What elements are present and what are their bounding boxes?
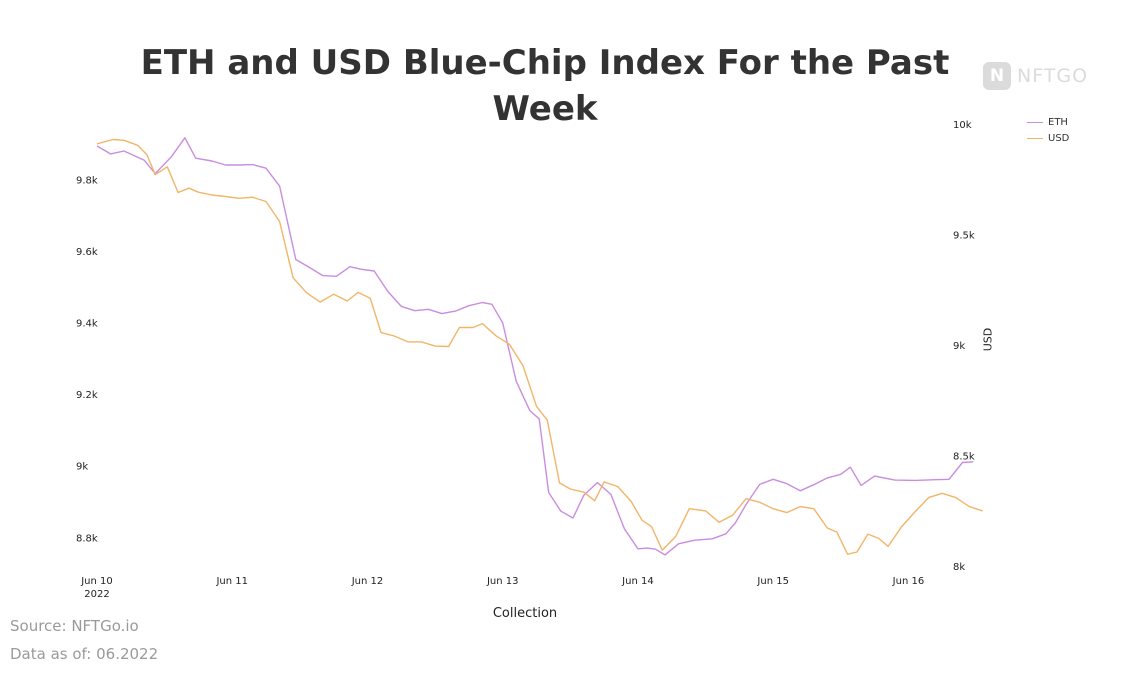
y-tick-label-left: 9.6k — [76, 247, 98, 258]
x-axis: Jun 10 2022 Jun 11 Jun 12 Jun 13 Jun 14 Jun 15… — [80, 576, 924, 600]
legend-swatch-usd — [1027, 137, 1043, 139]
y-tick-label-left: 8.8k — [76, 533, 98, 544]
x-axis-title: Collection — [492, 606, 558, 621]
legend-label-usd: USD — [1048, 132, 1070, 144]
legend-swatch-eth — [1027, 121, 1043, 123]
watermark-text: NFTGO — [1017, 65, 1089, 87]
nftgo-logo-icon: N — [983, 62, 1011, 90]
y-tick-label-left: 9k — [76, 462, 88, 473]
y-tick-label-left: 9.4k — [76, 319, 98, 330]
x-tick-label: Jun 10 2022 — [80, 576, 113, 600]
x-tick-label: Jun 14 — [621, 576, 654, 587]
y-tick-label-right: 9k — [953, 341, 965, 352]
y-axis-left: 9.8k 9.6k 9.4k 9.2k 9k 8.8k — [76, 175, 98, 544]
y-tick-label-right: 8.5k — [953, 452, 975, 463]
x-tick-label: Jun 12 — [351, 576, 384, 587]
y-axis-right: 10k 9.5k 9k 8.5k 8k — [953, 120, 975, 573]
y-tick-label-right: 9.5k — [953, 231, 975, 242]
y-tick-label-left: 9.8k — [76, 175, 98, 186]
y-axis-right-title: USD — [981, 327, 995, 352]
nftgo-logo: N NFTGO — [983, 62, 1088, 90]
y-tick-label-right: 8k — [953, 562, 965, 573]
date-note: Data as of: 06.2022 — [10, 645, 159, 663]
x-tick-label: Jun 11 — [215, 576, 248, 587]
series-line-usd — [96, 138, 984, 555]
legend: ETH USD — [1027, 114, 1069, 146]
x-tick-label: Jun 13 — [486, 576, 519, 587]
series-layer — [96, 137, 984, 556]
y-tick-label-right: 10k — [953, 120, 972, 131]
x-tick-label: Jun 16 — [892, 576, 925, 587]
legend-item-eth: ETH — [1027, 114, 1069, 130]
x-tick-label: Jun 15 — [756, 576, 789, 587]
legend-label-eth: ETH — [1048, 116, 1068, 128]
source-note: Source: NFTGo.io — [10, 617, 139, 635]
legend-item-usd: USD — [1027, 130, 1069, 146]
series-line-eth — [96, 137, 974, 556]
chart-title: ETH and USD Blue-Chip Index For the Past… — [140, 43, 950, 129]
y-tick-label-left: 9.2k — [76, 390, 98, 401]
